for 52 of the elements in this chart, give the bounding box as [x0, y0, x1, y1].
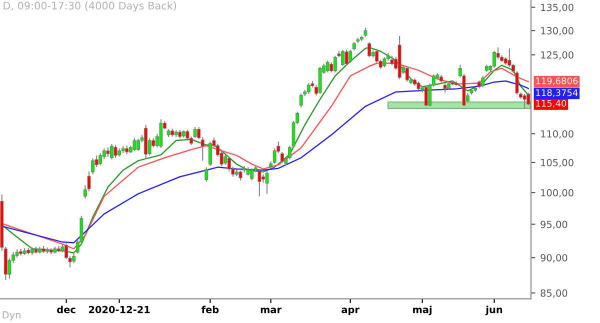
text: 115,40	[536, 100, 566, 108]
candlestick	[204, 166, 208, 182]
candlestick	[382, 56, 386, 68]
y-tick-label: 100,00	[541, 189, 574, 198]
x-tick-label: apr	[342, 308, 360, 316]
x-tick-label: feb	[201, 306, 219, 314]
candlestick	[405, 66, 409, 82]
candlestick	[481, 75, 485, 88]
x-tick-label: dec	[57, 306, 76, 314]
candlestick	[424, 85, 428, 107]
candlestick	[132, 138, 136, 152]
y-tick-label: 85,00	[540, 289, 568, 298]
y-tick-label: 90,00	[540, 254, 568, 262]
candlestick	[390, 55, 394, 66]
candlestick	[333, 55, 337, 73]
candlestick	[159, 118, 163, 148]
candlestick	[368, 42, 371, 58]
y-tick-label: 125,00	[541, 51, 574, 60]
candlestick	[238, 170, 242, 181]
candlestick	[348, 49, 352, 64]
candlestick	[106, 146, 110, 158]
candlestick	[492, 50, 496, 68]
candlestick	[265, 170, 269, 194]
candlestick	[299, 92, 303, 108]
y-tick-label: 135,00	[541, 4, 574, 12]
candlestick	[114, 144, 118, 158]
candlestick	[110, 143, 114, 160]
data-label: 118,3754	[536, 89, 578, 97]
candlestick	[72, 252, 76, 264]
candlestick	[326, 60, 330, 73]
candlestick	[280, 151, 284, 164]
y-tick-label: 105,00	[541, 158, 574, 168]
candlestick	[306, 82, 310, 95]
candlestick	[136, 138, 140, 152]
data-label: 119,6806	[536, 77, 578, 86]
candlestick	[250, 168, 254, 181]
candlestick	[98, 152, 102, 166]
candlestick	[258, 168, 262, 197]
y-tick-label: 95,00	[540, 220, 568, 230]
y-tick-label: 110,00	[541, 130, 574, 139]
chart-title: D, 09:00-17:30 (4000 Days Back)	[4, 1, 176, 12]
text: Dyn	[2, 311, 20, 320]
x-tick-label: maj	[413, 306, 432, 316]
candlestick	[364, 27, 368, 38]
candlestick	[522, 94, 526, 109]
candlestick	[341, 49, 344, 66]
x-tick-label: 2020-12-21	[88, 306, 150, 314]
x-tick-label: mar	[260, 308, 282, 314]
y-tick-label: 130,00	[541, 27, 574, 36]
candlestick	[208, 141, 212, 167]
candlestick	[344, 49, 348, 66]
x-tick-label: jun	[485, 306, 502, 316]
